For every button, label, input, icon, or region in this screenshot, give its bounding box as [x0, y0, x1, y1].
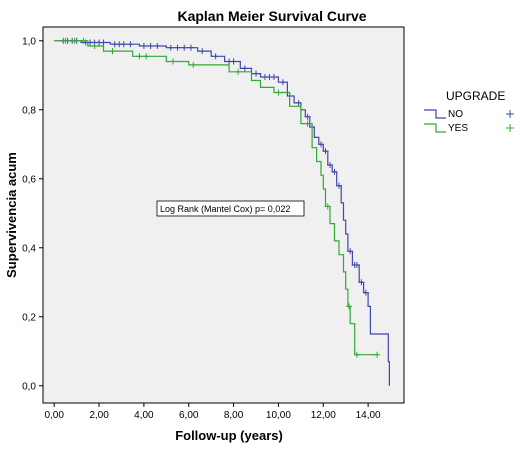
censor-mark-no: [353, 262, 360, 269]
censor-mark-yes: [190, 61, 197, 68]
censor-mark-yes: [374, 351, 381, 358]
censor-mark-yes: [353, 351, 360, 358]
censor-mark-no: [100, 39, 107, 46]
censor-mark-yes: [304, 120, 311, 127]
legend-swatch: [424, 123, 446, 133]
censor-mark-no: [295, 99, 302, 106]
censor-mark-no: [331, 168, 338, 175]
censor-mark-no: [241, 65, 248, 72]
x-tick-label: 10,00: [266, 410, 291, 421]
legend-title: UPGRADE: [446, 89, 505, 103]
y-axis-label: Supervivencia acum: [4, 152, 19, 278]
censor-mark-no: [327, 161, 334, 168]
y-tick-label: 0,4: [22, 243, 36, 254]
legend-label: NO: [448, 109, 463, 120]
censor-mark-yes: [143, 53, 150, 60]
censor-mark-yes: [324, 203, 331, 210]
censor-mark-no: [304, 113, 311, 120]
x-tick-label: 8,00: [224, 410, 244, 421]
censor-mark-no: [335, 182, 342, 189]
censor-mark-no: [318, 141, 325, 148]
censor-mark-yes: [136, 53, 143, 60]
x-tick-label: 4,00: [134, 410, 154, 421]
axis-ticks: 0,00 2,00 4,00 6,00 8,00 10,00 12,00 14,00 0,0 0,…: [22, 36, 381, 421]
censor-mark-no: [167, 44, 174, 51]
censor-mark-no: [199, 48, 206, 55]
censor-mark-no: [154, 42, 161, 49]
legend-swatch: [424, 109, 446, 119]
censor-mark-no: [253, 70, 260, 77]
censor-mark-yes: [275, 89, 282, 96]
censor-mark-no: [358, 279, 365, 286]
y-tick-label: 1,0: [22, 36, 36, 47]
y-tick-label: 0,0: [22, 381, 36, 392]
censor-mark-yes: [71, 37, 78, 44]
censor-mark-no: [270, 74, 277, 81]
y-tick-label: 0,6: [22, 174, 36, 185]
censor-mark-yes: [346, 303, 353, 310]
censor-mark-yes: [170, 58, 177, 65]
series-line-yes: [54, 40, 378, 356]
censor-mark-no: [140, 42, 147, 49]
censor-mark-no: [147, 42, 154, 49]
censor-mark-no: [212, 53, 219, 60]
legend-item-no: NO: [424, 109, 514, 120]
censor-mark-no: [120, 41, 127, 48]
y-tick-label: 0,8: [22, 105, 36, 116]
censor-mark-yes: [80, 37, 87, 44]
x-tick-label: 14,00: [356, 410, 381, 421]
annotation-box: [156, 200, 305, 217]
censor-mark-no: [181, 44, 188, 51]
censor-mark-no: [187, 44, 194, 51]
log-rank-annotation: Log Rank (Mantel Cox) p= 0,022: [156, 200, 305, 217]
censor-mark-no: [362, 289, 369, 296]
censor-mark-yes: [62, 37, 69, 44]
x-axis-label: Follow-up (years): [175, 428, 283, 443]
survival-curves: [54, 37, 390, 386]
censor-mark-no: [230, 58, 237, 65]
censor-mark-no: [127, 41, 134, 48]
chart-title: Kaplan Meier Survival Curve: [177, 8, 366, 24]
y-tick-label: 0,2: [22, 312, 36, 323]
censor-mark-no: [279, 79, 286, 86]
x-tick-label: 6,00: [179, 410, 199, 421]
legend-item-yes: YES: [424, 123, 514, 134]
censor-mark-no: [347, 248, 354, 255]
censor-mark-no: [322, 148, 329, 155]
legend: UPGRADE NO YES: [424, 89, 514, 134]
x-tick-label: 2,00: [89, 410, 109, 421]
censor-mark-yes: [91, 42, 98, 49]
censor-mark-yes: [109, 48, 116, 55]
x-tick-label: 12,00: [311, 410, 336, 421]
annotation-text: Log Rank (Mantel Cox) p= 0,022: [160, 204, 290, 214]
censor-mark-no: [174, 44, 181, 51]
censor-mark-yes: [235, 68, 242, 75]
x-tick-label: 0,00: [44, 410, 64, 421]
legend-label: YES: [448, 123, 468, 134]
